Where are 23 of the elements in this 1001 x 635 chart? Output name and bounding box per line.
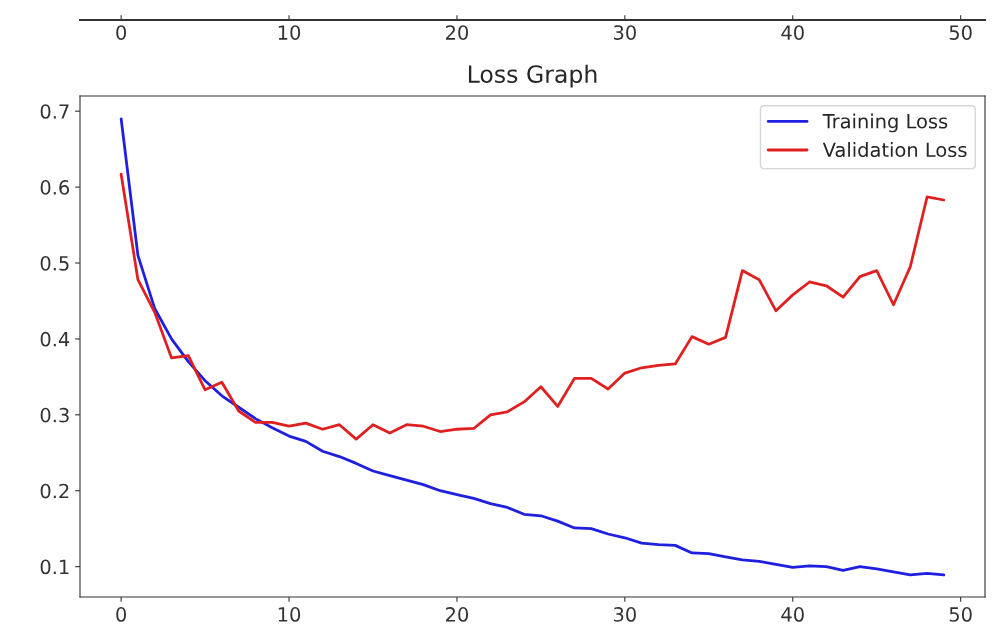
x2-tick-label: 10 — [278, 25, 301, 40]
x-tick-label: 40 — [781, 607, 804, 622]
y-tick-label: 0.6 — [40, 180, 70, 195]
x2-tick-label: 30 — [613, 25, 636, 40]
y-tick-label: 0.5 — [40, 255, 69, 271]
y-tick-label: 0.4 — [40, 331, 70, 347]
x-tick-label: 20 — [446, 607, 469, 622]
x-tick-label: 50 — [949, 607, 972, 622]
x-tick-label: 10 — [278, 607, 301, 622]
y-tick-label: 0.2 — [40, 483, 69, 499]
y-tick-label: 0.3 — [40, 407, 69, 423]
x2-tick-label: 40 — [781, 25, 804, 40]
x2-tick-label: 20 — [446, 25, 469, 40]
y-tick-label: 0.7 — [40, 104, 69, 119]
chart-title: Loss Graph — [468, 64, 597, 88]
legend-label: Validation Loss — [822, 142, 967, 158]
x-tick-label: 30 — [613, 607, 636, 622]
x2-tick-label: 50 — [949, 25, 972, 40]
legend-label: Training Loss — [822, 113, 948, 133]
y-tick-label: 0.1 — [40, 559, 69, 575]
line-series — [119, 172, 946, 441]
x2-tick-label: 0 — [116, 25, 127, 40]
x-tick-label: 0 — [116, 607, 127, 622]
